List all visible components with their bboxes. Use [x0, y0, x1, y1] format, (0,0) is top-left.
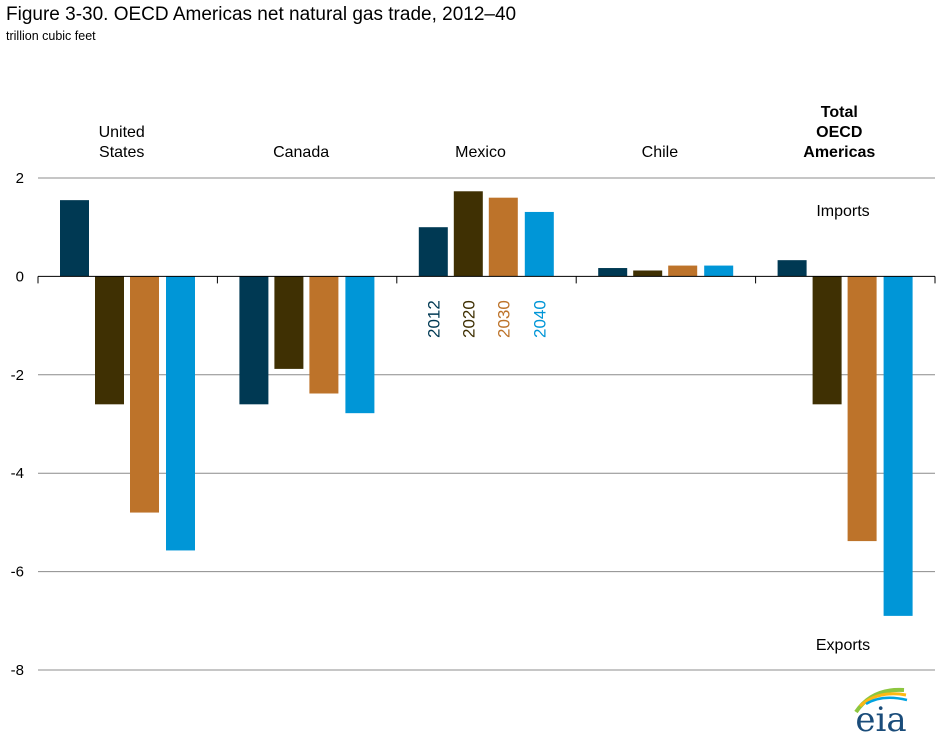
- eia-logo: eia: [854, 687, 908, 738]
- category-label: United States: [99, 124, 145, 161]
- bar-2012: [777, 260, 807, 277]
- bar-2040: [524, 211, 554, 277]
- bars: [60, 191, 913, 616]
- y-tick-label: -2: [11, 367, 24, 384]
- exports-label: Exports: [816, 637, 870, 654]
- y-tick-label: 0: [16, 268, 24, 285]
- logo-arc-yellow: [859, 692, 907, 708]
- y-tick-label: -6: [11, 564, 24, 581]
- bar-2030: [309, 276, 339, 394]
- y-tick-label: 2: [16, 170, 24, 187]
- y-tick-labels: 2 0 -2 -4 -6 -8: [11, 170, 24, 679]
- bar-2040: [345, 276, 375, 414]
- logo-arc-green: [854, 687, 905, 714]
- bar-2020: [453, 191, 483, 277]
- bar-2020: [633, 270, 663, 277]
- bar-2030: [130, 276, 159, 513]
- logo-arc-blue: [865, 696, 908, 706]
- y-tick-label: -8: [11, 662, 24, 679]
- y-tick-label: -4: [11, 465, 24, 482]
- bar-2020: [274, 276, 304, 369]
- bar-2040: [704, 265, 734, 277]
- bar-2040: [166, 276, 195, 551]
- chart-subtitle: trillion cubic feet: [6, 29, 96, 43]
- imports-label: Imports: [816, 203, 869, 220]
- legend-label-2030: 2030: [494, 300, 513, 338]
- bar-2020: [95, 276, 124, 405]
- logo-text: eia: [855, 700, 906, 738]
- bar-2030: [847, 276, 877, 542]
- category-label: Mexico: [455, 144, 506, 161]
- chart-title: Figure 3-30. OECD Americas net natural g…: [6, 4, 517, 25]
- category-label: Chile: [642, 144, 679, 161]
- bar-2012: [239, 276, 269, 405]
- legend: 2012 2020 2030 2040: [424, 300, 549, 338]
- bar-2040: [883, 276, 913, 616]
- bar-2020: [812, 276, 842, 405]
- category-labels: United States Canada Mexico Chile Total OECD Am…: [99, 104, 876, 161]
- bar-2030: [488, 197, 518, 277]
- legend-label-2020: 2020: [459, 300, 478, 338]
- category-label: Canada: [273, 144, 329, 161]
- bar-2012: [598, 268, 628, 277]
- bar-2012: [60, 200, 89, 277]
- zero-axis: [37, 275, 936, 284]
- category-label: Total OECD Americas: [803, 104, 875, 161]
- legend-label-2040: 2040: [530, 300, 549, 338]
- bar-2012: [418, 227, 448, 277]
- legend-label-2012: 2012: [424, 300, 443, 338]
- bar-2030: [668, 265, 698, 277]
